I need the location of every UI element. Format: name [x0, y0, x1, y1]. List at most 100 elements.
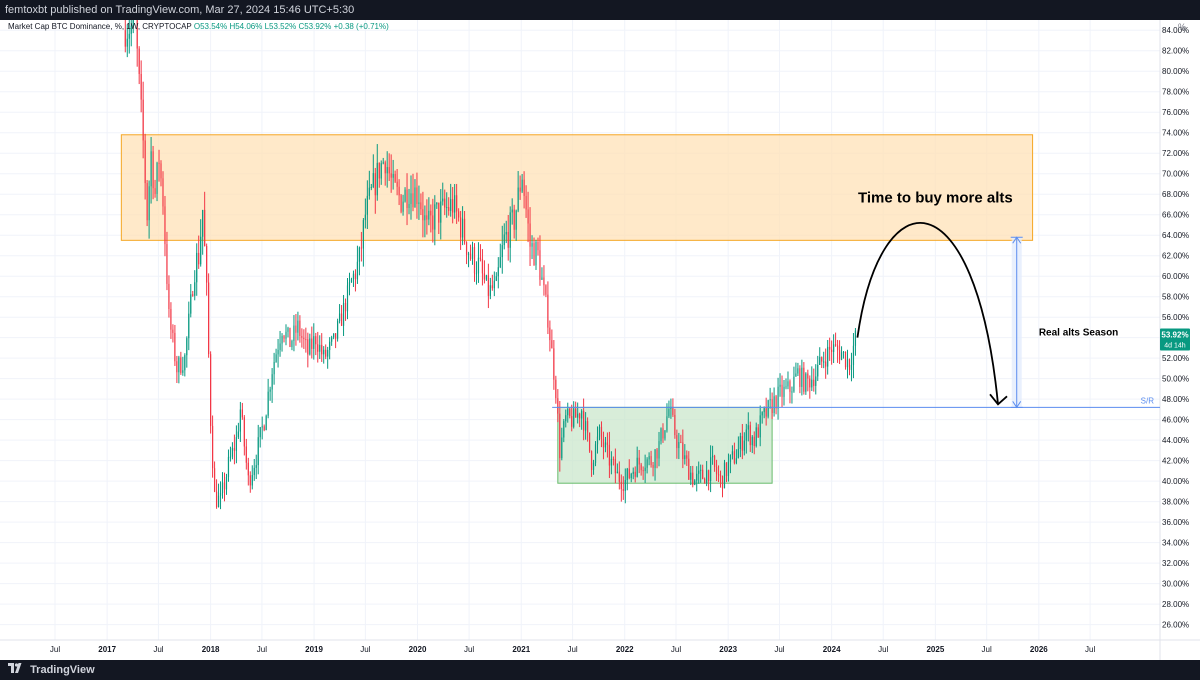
candle-body — [481, 259, 484, 274]
candle-body — [763, 408, 765, 413]
candle-body — [497, 267, 499, 277]
candle-body — [737, 448, 739, 459]
candle-body — [777, 386, 779, 409]
candle-body — [299, 320, 301, 336]
candle-body — [821, 357, 823, 362]
candle-body — [743, 440, 745, 451]
candle-body — [761, 412, 763, 416]
candle-body — [543, 277, 545, 286]
candle-body — [467, 253, 470, 255]
candle-body — [600, 426, 603, 440]
candle-body — [749, 425, 751, 446]
candle-body — [813, 379, 815, 386]
x-tick-label: 2022 — [616, 645, 634, 654]
candle-body — [196, 252, 198, 283]
y-tick-label: 64.00% — [1162, 231, 1189, 240]
candle-body — [208, 282, 210, 355]
y-tick-label: 72.00% — [1162, 149, 1189, 158]
candle-body — [188, 313, 190, 339]
candle-body — [202, 209, 204, 237]
candle-body — [170, 309, 172, 330]
candle-body — [477, 257, 480, 274]
candle-body — [404, 189, 406, 202]
candle-body — [420, 202, 422, 210]
candle-body — [745, 429, 747, 441]
y-tick-label: 70.00% — [1162, 170, 1189, 179]
btc-dominance-chart[interactable]: S/R Time to buy more alts Real alts Season… — [0, 20, 1200, 660]
x-tick-label: Jul — [567, 645, 577, 654]
candle-body — [317, 344, 319, 352]
candle-body — [346, 285, 349, 312]
candle-body — [585, 421, 587, 431]
candle-body — [650, 456, 652, 465]
candle-body — [838, 350, 841, 360]
candle-body — [805, 373, 807, 392]
candle-body — [368, 187, 370, 196]
candle-body — [251, 475, 253, 486]
candle-body — [817, 364, 819, 377]
candle-body — [245, 446, 247, 463]
x-tick-label: Jul — [1085, 645, 1095, 654]
candle-body — [241, 409, 243, 418]
candle-body — [416, 187, 418, 204]
time-axis[interactable]: Jul 2017 Jul 2018 Jul 2019 Jul 2020 Jul 2021 Jul 20… — [50, 645, 1096, 654]
candle-body — [432, 215, 434, 230]
candle-body — [511, 209, 513, 213]
candle-body — [670, 407, 672, 410]
price-axis[interactable]: 26.00% 28.00% 30.00% 32.00% 34.00% 36.00% 38.0… — [1160, 26, 1190, 630]
candle-body — [329, 341, 331, 351]
candle-body — [461, 218, 464, 238]
candle-body — [710, 457, 712, 482]
legend-close: C53.92% — [298, 22, 332, 31]
y-tick-label: 32.00% — [1162, 559, 1189, 568]
y-tick-label: 56.00% — [1162, 313, 1189, 322]
x-tick-label: 2017 — [98, 645, 116, 654]
candle-body — [198, 252, 200, 265]
candle-body — [676, 435, 678, 449]
candle-body — [340, 313, 343, 326]
candle-body — [213, 468, 216, 492]
candle-body — [301, 335, 303, 338]
candle-body — [271, 374, 273, 390]
candle-body — [757, 427, 759, 438]
x-tick-label: Jul — [671, 645, 681, 654]
candle-body — [370, 187, 372, 189]
candle-body — [358, 247, 361, 262]
candle-body — [795, 373, 797, 377]
candle-body — [797, 368, 799, 374]
candle-body — [586, 421, 589, 433]
candle-body — [606, 442, 609, 445]
candle-body — [142, 99, 144, 141]
y-tick-label: 66.00% — [1162, 211, 1189, 220]
candle-body — [231, 447, 234, 457]
candle-body — [727, 461, 730, 477]
candle-body — [765, 408, 767, 417]
price-scale-unit[interactable]: % — [1177, 22, 1186, 32]
candle-body — [579, 413, 581, 419]
candle-body — [440, 201, 442, 223]
candle-body — [495, 276, 497, 281]
candle-body — [636, 457, 638, 477]
candle-body — [624, 480, 626, 491]
candle-body — [632, 471, 634, 474]
candle-body — [713, 455, 716, 467]
annotation-buy-alts: Time to buy more alts — [858, 189, 1013, 206]
candle-body — [293, 325, 295, 341]
candle-body — [182, 370, 184, 373]
bar-countdown: 4d 14h — [1164, 343, 1186, 350]
candle-body — [259, 427, 261, 438]
candle-body — [458, 211, 460, 218]
candle-body — [588, 432, 591, 452]
candle-body — [700, 469, 702, 471]
x-tick-label: 2021 — [512, 645, 530, 654]
candle-body — [715, 466, 718, 475]
candle-body — [388, 167, 390, 174]
candle-body — [408, 204, 410, 208]
candle-body — [575, 408, 577, 418]
candle-body — [454, 195, 456, 213]
candle-body — [338, 313, 341, 322]
candle-body — [489, 285, 491, 296]
candle-body — [265, 415, 267, 431]
candle-body — [547, 294, 549, 328]
candle-body — [519, 187, 521, 192]
